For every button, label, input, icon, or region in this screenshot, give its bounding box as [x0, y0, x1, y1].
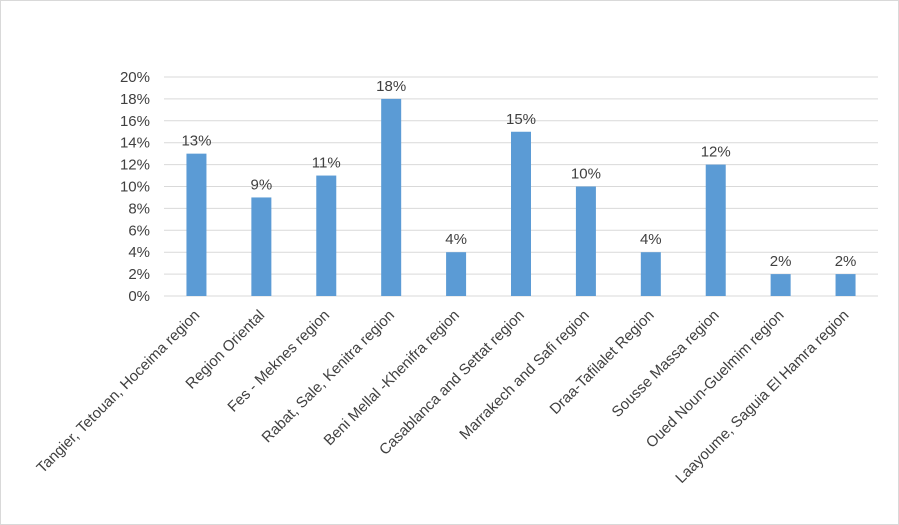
x-tick-label-8: Sousse Massa region [609, 307, 723, 421]
data-label-4: 4% [445, 231, 467, 248]
x-tick-label-3: Rabat, Sale, Kenitra region [259, 307, 398, 446]
data-labels: 13% 9% 11% 18% 4% 15% 10% 4% 12% 2% 2% [181, 78, 856, 270]
bar-6 [575, 186, 596, 296]
y-tick-label-3: 6% [128, 222, 150, 239]
bar-8 [705, 164, 726, 296]
bars [186, 98, 856, 297]
bar-9 [770, 274, 791, 296]
data-label-9: 2% [770, 253, 792, 270]
x-tick-label-0: Tangier, Tetouan, Hoceima region [33, 307, 203, 477]
data-label-10: 2% [835, 253, 857, 270]
data-label-3: 18% [376, 78, 406, 95]
y-tick-label-9: 18% [120, 91, 150, 108]
gridlines [164, 76, 878, 297]
y-tick-label-10: 20% [120, 69, 150, 86]
data-label-0: 13% [181, 133, 211, 150]
data-label-7: 4% [640, 231, 662, 248]
bar-5 [511, 131, 531, 296]
y-tick-label-5: 10% [120, 179, 150, 196]
y-tick-label-7: 14% [120, 135, 150, 152]
y-tick-label-0: 0% [128, 288, 150, 305]
x-tick-label-9: Oued Noun-Guelmim region [643, 307, 788, 452]
data-label-2: 11% [312, 155, 341, 172]
y-tick-label-2: 4% [128, 244, 150, 261]
y-tick-label-4: 8% [128, 200, 150, 217]
x-tick-label-6: Marrakech and Safi region [456, 307, 592, 443]
bar-7 [640, 252, 661, 296]
y-axis-tick-labels: 0% 2% 4% 6% 8% 10% 12% 14% 16% 18% 20% [120, 69, 150, 305]
bar-10 [835, 274, 856, 296]
x-tick-label-4: Beni Mellal -Khenifra region [321, 307, 463, 449]
bar-3 [381, 98, 402, 297]
bar-0 [186, 153, 207, 296]
y-tick-label-6: 12% [120, 157, 150, 174]
data-label-5: 15% [506, 111, 536, 128]
y-tick-label-8: 16% [120, 113, 150, 130]
data-label-6: 10% [571, 166, 601, 183]
bar-1 [251, 197, 272, 296]
y-tick-label-1: 2% [128, 266, 150, 283]
data-label-8: 12% [701, 144, 731, 161]
data-label-1: 9% [251, 176, 273, 193]
bar-2 [316, 175, 337, 296]
bar-4 [446, 252, 467, 296]
